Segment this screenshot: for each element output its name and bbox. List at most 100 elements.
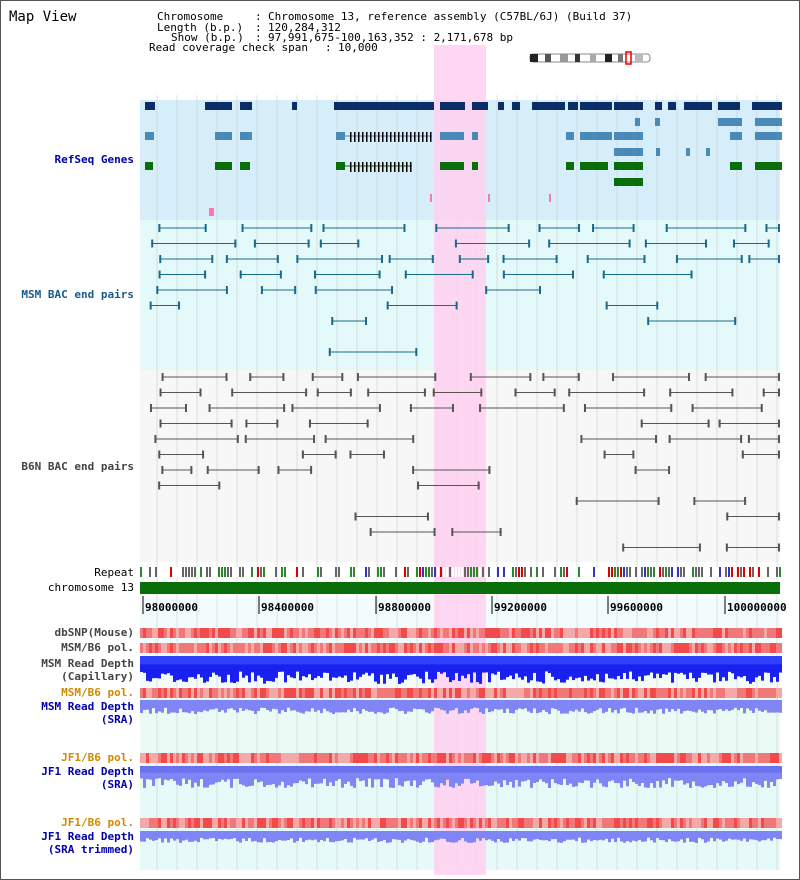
heat-cell (401, 818, 404, 828)
depth-bar (605, 656, 608, 674)
heat-cell (554, 688, 557, 698)
jf1-pol-2-label[interactable]: JF1/B6 pol. (61, 816, 134, 829)
heat-cell (176, 643, 179, 653)
heat-cell (539, 688, 542, 698)
repeat-block (347, 567, 349, 577)
depth-bar (245, 766, 248, 787)
depth-cap (755, 656, 758, 665)
depth-cap (569, 766, 572, 773)
depth-bar (665, 656, 668, 675)
depth-cap (641, 656, 644, 665)
msm-bac-end (365, 317, 368, 325)
axis-tick-label: 98400000 (261, 601, 314, 614)
depth-cap (539, 656, 542, 665)
depth-bar (152, 831, 155, 841)
depth-bar (440, 831, 443, 839)
heat-cell (389, 818, 392, 828)
dbsnp-label[interactable]: dbSNP(Mouse) (54, 626, 134, 639)
depth-bar (521, 656, 524, 680)
depth-cap (521, 656, 524, 665)
depth-bar (413, 700, 416, 709)
depth-cap (608, 766, 611, 773)
depth-bar (338, 656, 341, 677)
heat-cell (290, 753, 293, 763)
b6n-bac-end (316, 388, 319, 397)
exon-tick (366, 132, 368, 142)
heat-cell (740, 628, 743, 638)
heat-cell (221, 753, 224, 763)
heat-cell (452, 628, 455, 638)
heat-cell (245, 818, 248, 828)
depth-bar (737, 831, 740, 840)
heat-cell (707, 688, 710, 698)
heat-cell (746, 818, 749, 828)
depth-cap (266, 656, 269, 665)
depth-bar (329, 656, 332, 681)
heat-cell (197, 753, 200, 763)
heat-cell (686, 688, 689, 698)
jf1-depth-label[interactable]: JF1 Read Depth (41, 765, 134, 778)
depth-cap (299, 656, 302, 665)
heat-cell (443, 818, 446, 828)
depth-bar (281, 700, 284, 711)
depth-cap (740, 766, 743, 773)
depth-bar (659, 700, 662, 709)
depth-cap (614, 766, 617, 773)
heat-cell (527, 818, 530, 828)
depth-bar (461, 766, 464, 784)
depth-cap (368, 656, 371, 665)
heat-cell (650, 643, 653, 653)
b6n-bac-end (707, 419, 710, 428)
depth-bar (449, 656, 452, 683)
depth-bar (155, 831, 158, 841)
depth-bar (698, 656, 701, 678)
depth-bar (683, 656, 686, 675)
msm-bac-end (548, 239, 551, 248)
msm-depth-sra-label[interactable]: MSM Read Depth (41, 700, 134, 713)
heat-cell (539, 628, 542, 638)
heat-cell (173, 688, 176, 698)
heat-cell (449, 753, 452, 763)
heat-cell (284, 753, 287, 763)
heat-cell (761, 643, 764, 653)
depth-bar (383, 831, 386, 841)
jf1-pol-label[interactable]: JF1/B6 pol. (61, 751, 134, 764)
repeat-block (416, 567, 418, 577)
depth-cap (191, 656, 194, 665)
depth-cap (371, 656, 374, 665)
depth-cap (779, 766, 782, 773)
repeat-block (233, 567, 235, 577)
msm-depth-capillary-label[interactable]: MSM Read Depth (41, 657, 134, 670)
depth-bar (320, 831, 323, 841)
heat-cell (338, 628, 341, 638)
depth-cap (773, 656, 776, 665)
b6n-bac-end (433, 528, 436, 536)
depth-bar (230, 766, 233, 788)
depth-bar (572, 831, 575, 840)
msm-b6-pol-label[interactable]: MSM/B6 pol. (61, 641, 134, 654)
heat-cell (419, 753, 422, 763)
repeat-block (140, 567, 142, 577)
msm-bac-label[interactable]: MSM BAC end pairs (21, 288, 134, 301)
b6n-bac-label[interactable]: B6N BAC end pairs (21, 460, 134, 473)
heat-cell (632, 628, 635, 638)
heat-cell (413, 818, 416, 828)
depth-bar (773, 766, 776, 787)
heat-cell (740, 753, 743, 763)
msm-b6-pol-2-label[interactable]: MSM/B6 pol. (61, 686, 134, 699)
depth-bar (521, 831, 524, 838)
repeat-block (155, 567, 157, 577)
depth-cap (200, 656, 203, 665)
heat-cell (647, 688, 650, 698)
jf1-depth-trimmed-label[interactable]: JF1 Read Depth (41, 830, 134, 843)
heat-cell (746, 753, 749, 763)
heat-cell (512, 688, 515, 698)
heat-cell (584, 643, 587, 653)
heat-cell (281, 753, 284, 763)
refseq-genes-label[interactable]: RefSeq Genes (54, 153, 134, 166)
depth-cap (737, 656, 740, 665)
depth-cap (410, 656, 413, 665)
heat-cell (593, 643, 596, 653)
msm-bac-end (454, 239, 457, 248)
